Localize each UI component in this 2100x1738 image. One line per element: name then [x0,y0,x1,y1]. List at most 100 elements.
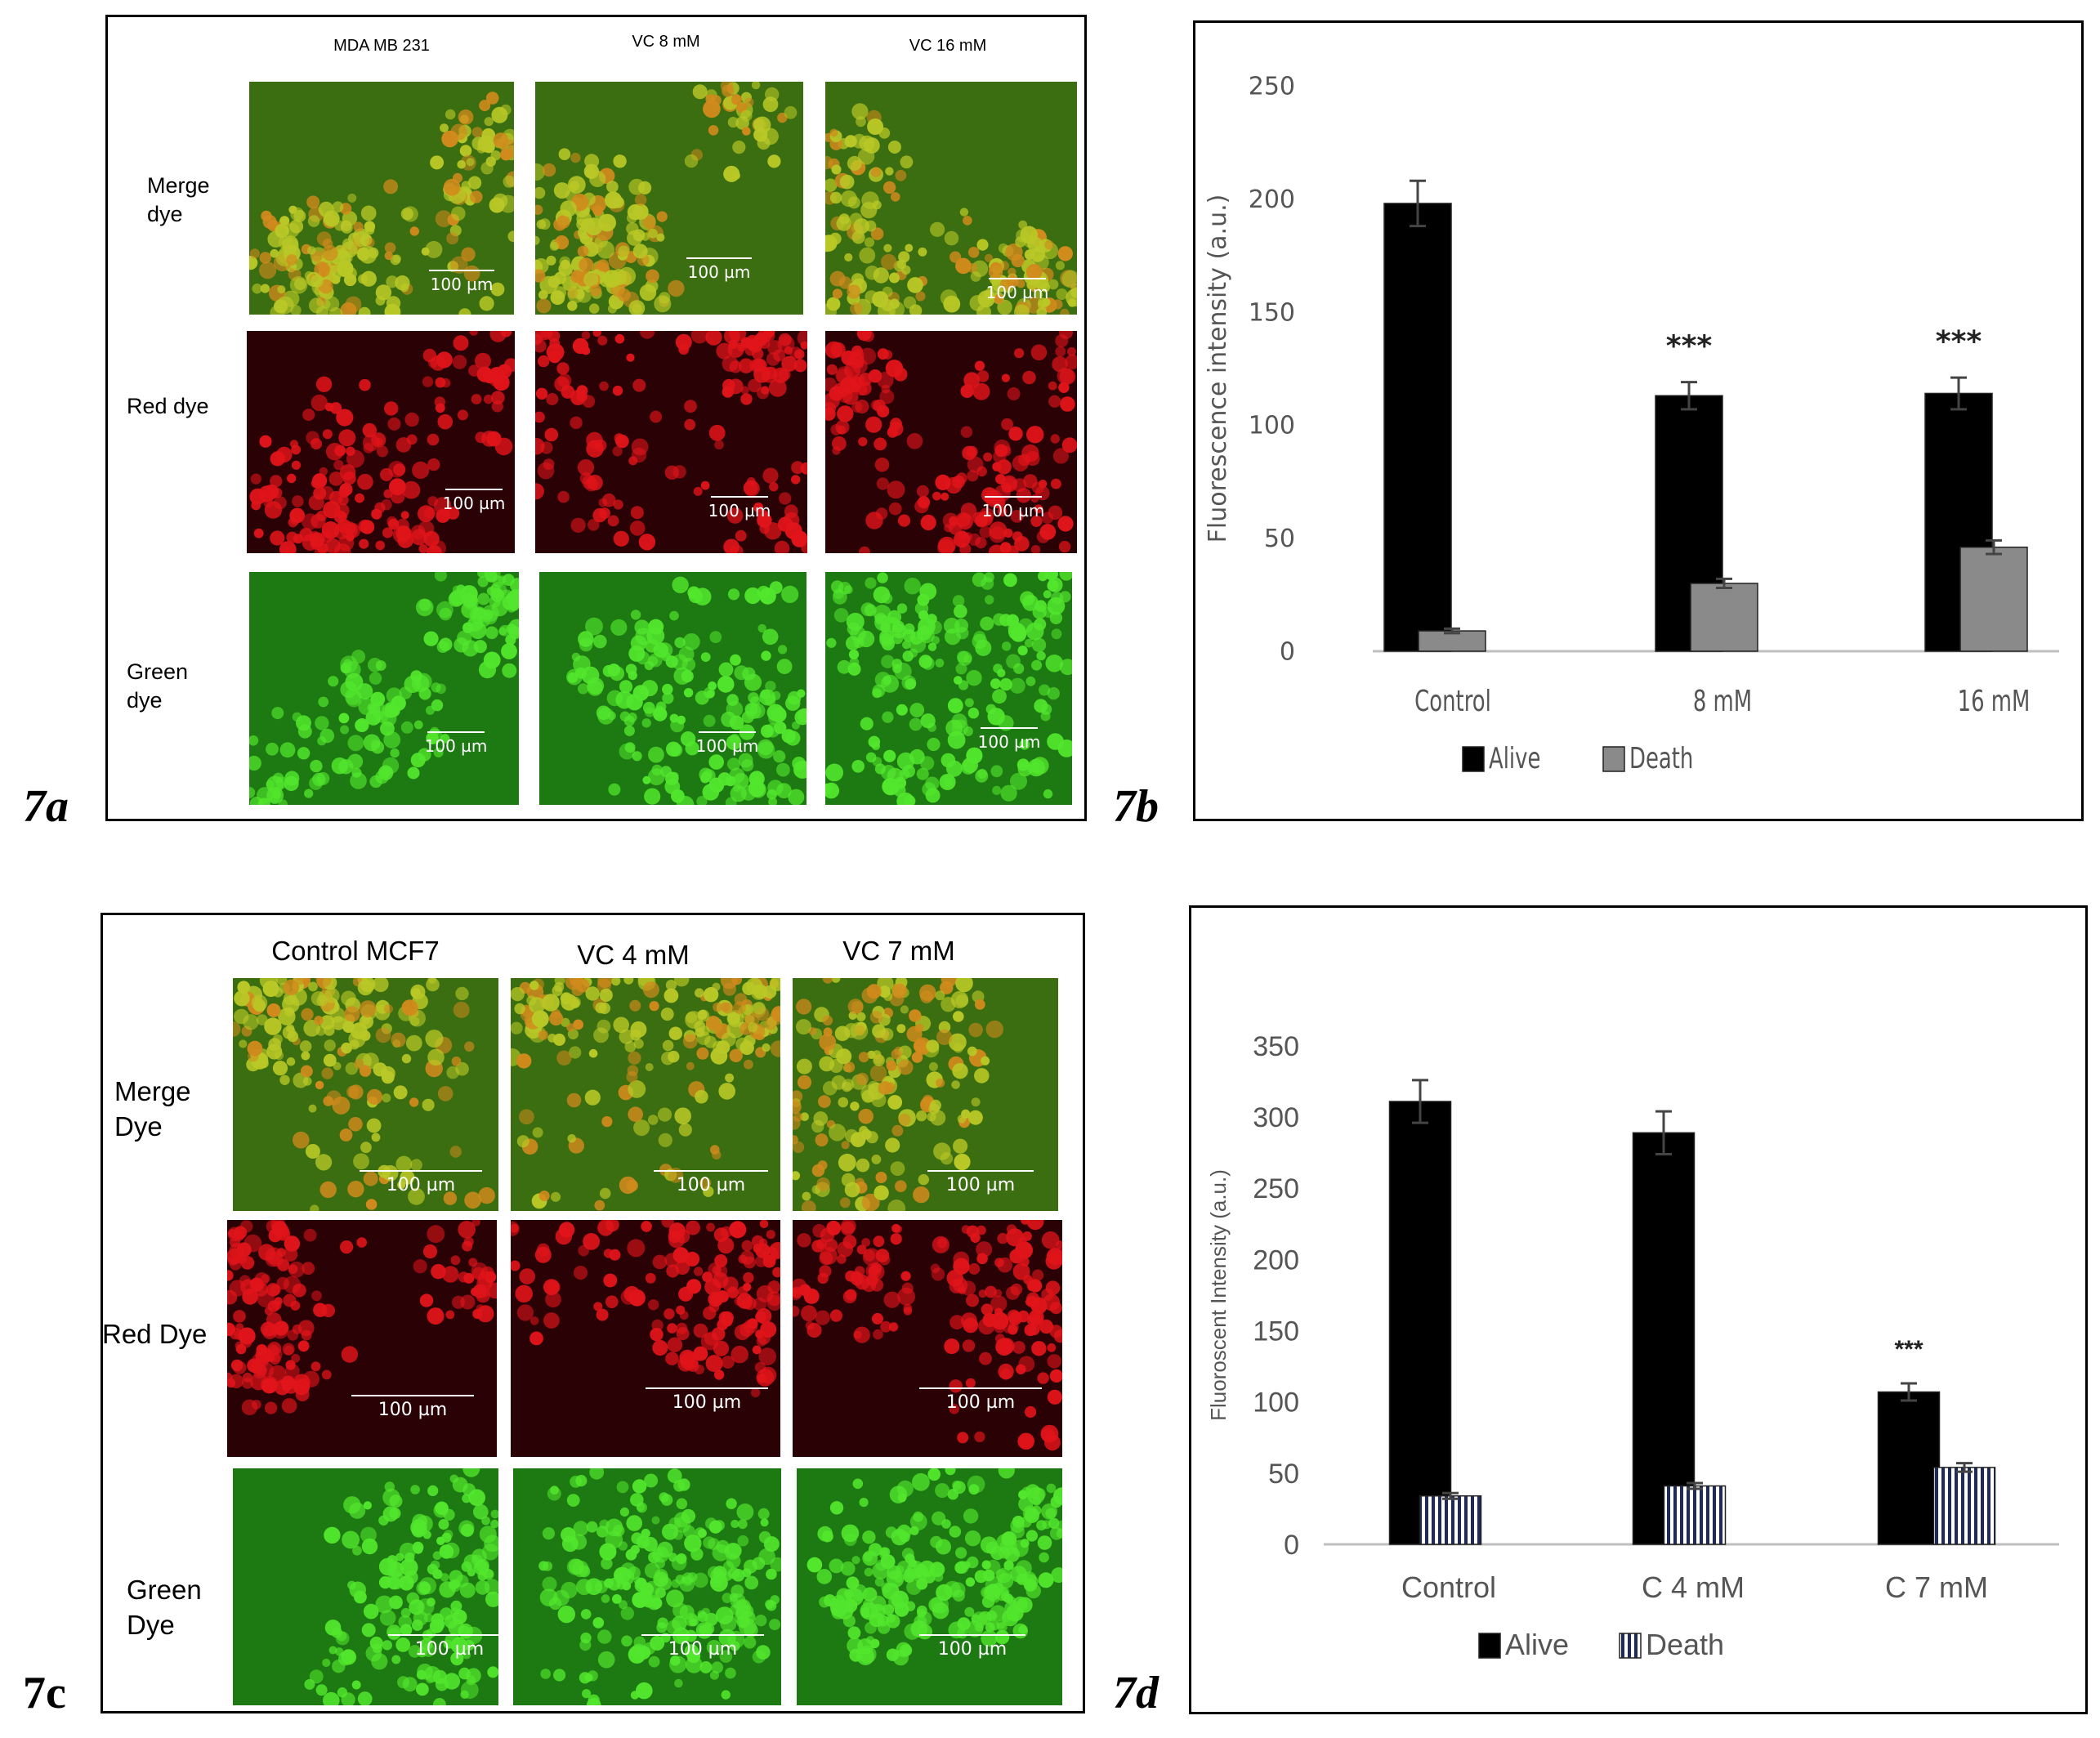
row-header-7c-red: Red Dye [102,1319,208,1349]
bar-death [1663,1485,1727,1545]
micrograph-7c [227,1220,497,1457]
scale-bar-label: 100 µm [945,1175,1016,1195]
significance-marker: *** [1894,1336,1923,1363]
scale-bar-7a-green-1: 100 µm [407,731,505,756]
scale-bar-7c-green-3: 100 µm [907,1634,1038,1660]
micrograph-7c [513,1468,781,1705]
micrograph-7c [233,1468,498,1705]
scale-bar-label: 100 µm [708,501,771,521]
y-tick-label: 100 [1249,412,1295,440]
row-header-7a-green: Green dye [127,659,189,713]
micrograph-7c [793,978,1058,1211]
x-tick-label: Control [1401,1570,1496,1604]
panel-label-7c: 7c [23,1668,66,1718]
column-header-7c-1: Control MCF7 [271,936,440,966]
y-tick-label: 50 [1264,525,1295,553]
scale-bar-7a-red-3: 100 µm [964,496,1062,521]
micrograph-7c [793,1220,1062,1457]
y-tick-label: 150 [1249,298,1295,327]
micrograph-7a [249,572,519,805]
scale-bar-7a-red-1: 100 µm [425,489,523,513]
scale-bar-label: 100 µm [945,1392,1016,1413]
y-tick-label: 350 [1253,1031,1299,1062]
scale-bar-label: 100 µm [414,1639,485,1660]
x-tick-label: 16 mM [1958,685,2031,718]
column-header-7c-2: VC 4 mM [577,940,690,970]
y-tick-label: 100 [1253,1387,1299,1419]
micrograph-7c [511,978,780,1211]
y-tick-label: 250 [1249,73,1295,101]
micrograph-7a [249,82,514,315]
scale-bar-label: 100 µm [378,1400,448,1420]
scale-bar-label: 100 µm [676,1175,746,1195]
scale-bar-7c-merge-1: 100 µm [351,1170,490,1195]
bar-death [1419,1495,1482,1545]
scale-bar-7a-merge-3: 100 µm [968,278,1066,302]
scale-bar-label: 100 µm [937,1639,1008,1660]
scale-bar-7a-green-2: 100 µm [678,731,776,756]
y-tick-label: 200 [1249,185,1295,214]
panel-label-7d: 7d [1113,1668,1159,1718]
scale-bar-label: 100 µm [687,262,751,282]
micrograph-7a [825,82,1077,315]
y-tick-label: 300 [1253,1102,1299,1133]
row-header-7a-red: Red dye [127,394,209,418]
bar-alive [1632,1132,1696,1545]
legend-label-death: Death [1629,742,1693,775]
scale-bar-7c-merge-2: 100 µm [646,1170,776,1195]
legend-swatch-alive [1478,1633,1501,1659]
panel-label-7b: 7b [1113,781,1159,832]
column-header-7a-1: MDA MB 231 [333,37,430,55]
scale-bar-7a-merge-1: 100 µm [413,270,511,294]
bar-death [1932,1467,1996,1545]
y-axis-title: Fluoroscent Intensity (a.u.) [1206,1169,1231,1421]
scale-bar-7c-green-1: 100 µm [380,1634,519,1660]
y-tick-label: 250 [1253,1173,1299,1204]
scale-bar-label: 100 µm [672,1392,742,1413]
scale-bar-label: 100 µm [981,501,1045,521]
micrograph-7c [797,1468,1062,1705]
bar-death [1959,546,2028,652]
micrograph-7a [825,572,1072,805]
scale-bar-7a-merge-2: 100 µm [670,257,768,282]
y-tick-label: 50 [1268,1459,1299,1490]
scale-bar-label: 100 µm [668,1639,738,1660]
legend-label-alive: Alive [1489,742,1540,775]
legend-swatch-death [1602,746,1625,772]
legend-label-death: Death [1646,1628,1724,1661]
micrograph-7a [535,331,807,553]
micrograph-7a [535,82,803,315]
x-tick-label: Control [1414,685,1491,718]
column-header-7a-3: VC 16 mM [909,37,987,55]
y-tick-label: 0 [1284,1530,1299,1561]
scale-bar-7c-red-2: 100 µm [641,1387,772,1413]
panel-label-7a: 7a [23,781,69,832]
micrograph-7a [539,572,806,805]
y-axis-title: Fluorescence intensity (a.u.) [1204,194,1232,543]
row-header-7a-merge: Merge dye [147,173,210,227]
scale-bar-label: 100 µm [977,732,1041,752]
column-header-7a-2: VC 8 mM [632,33,700,51]
scale-bar-7c-merge-3: 100 µm [915,1170,1046,1195]
x-tick-label: C 4 mM [1642,1570,1745,1604]
scale-bar-7c-green-2: 100 µm [637,1634,768,1660]
scale-bar-label: 100 µm [985,283,1049,302]
scale-bar-label: 100 µm [442,494,506,513]
y-tick-label: 200 [1253,1244,1299,1276]
significance-marker: *** [1666,330,1713,364]
scale-bar-label: 100 µm [695,736,759,756]
x-tick-label: C 7 mM [1885,1570,1988,1604]
scale-bar-7c-red-1: 100 µm [343,1395,482,1420]
scale-bar-label: 100 µm [430,275,494,294]
legend-swatch-death [1619,1633,1642,1659]
y-tick-label: 150 [1253,1316,1299,1347]
significance-marker: *** [1936,325,1982,359]
scale-bar-7a-green-3: 100 µm [960,727,1058,752]
bar-alive [1388,1101,1452,1545]
row-header-7c-merge: Merge Dye [114,1076,191,1142]
micrograph-7a [825,331,1077,553]
legend-swatch-alive [1462,746,1485,772]
micrograph-7c [511,1220,780,1457]
